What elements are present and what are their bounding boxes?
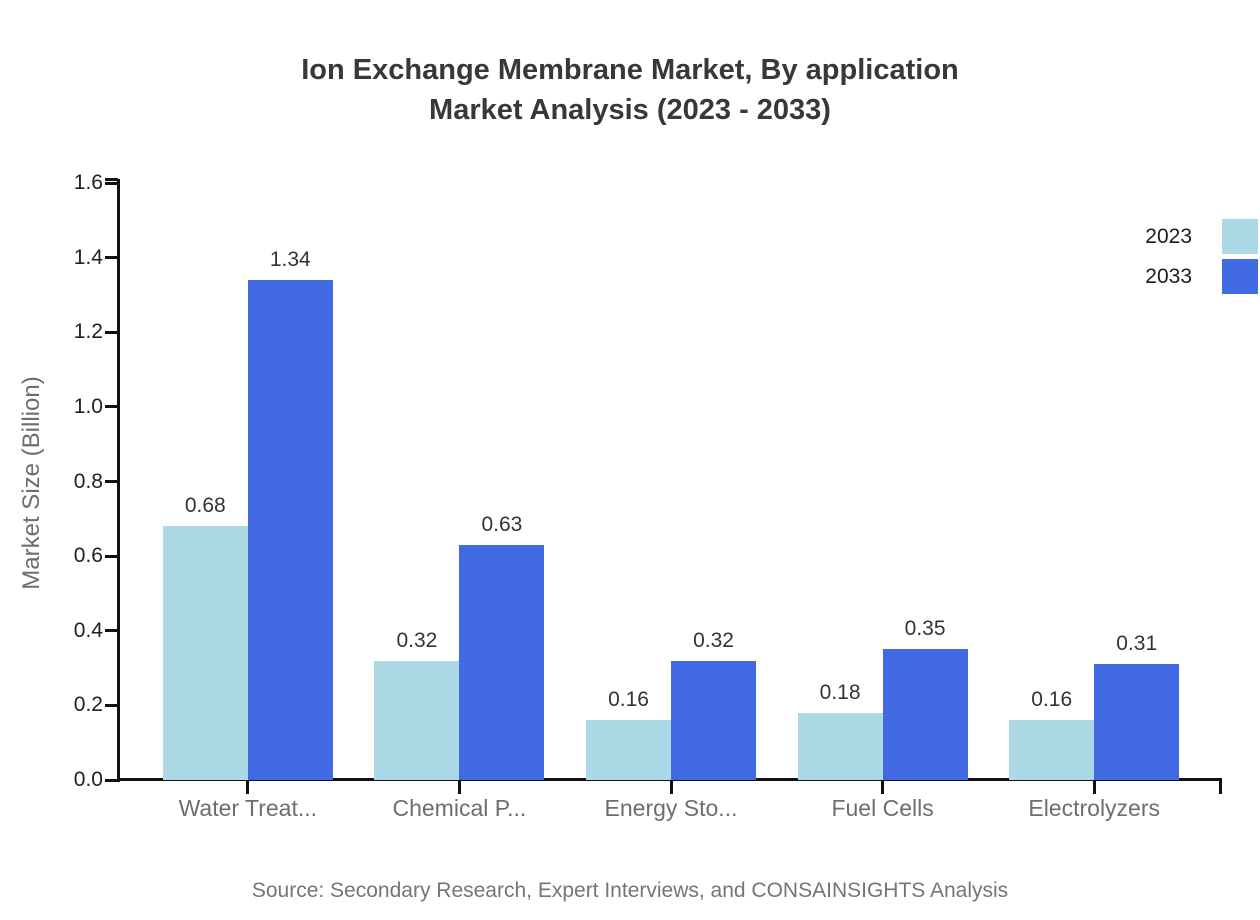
legend-label-2033: 2033 [1145,264,1192,288]
source-attribution: Source: Secondary Research, Expert Inter… [251,879,1009,902]
legend-swatch-2023 [1222,219,1258,254]
y-tick-label: 0.8 [73,469,103,493]
bar-value-label: 0.35 [904,617,946,641]
y-tick [105,703,118,707]
y-tick [105,480,118,483]
bar-value-label: 0.32 [396,628,438,652]
y-tick-label: 0.6 [73,544,103,568]
y-tick-label: 0.0 [73,768,103,791]
legend: 2023 2033 [1145,219,1258,299]
x-tick [1092,781,1096,794]
x-tick [246,781,250,794]
x-category-label: Energy Sto... [604,795,738,821]
bar[interactable] [1009,720,1095,780]
bar-value-label: 0.32 [693,628,734,652]
bar[interactable] [459,544,545,780]
bar-value-label: 0.18 [819,680,861,704]
x-tick [881,781,885,794]
bar-value-label: 0.16 [608,688,649,712]
y-axis-line [117,179,120,782]
bar[interactable] [671,660,756,780]
legend-swatch-2033 [1222,259,1258,294]
x-tick [669,781,673,794]
y-tick-label: 1.6 [73,171,103,194]
legend-label-2023: 2023 [1145,224,1192,248]
bar[interactable] [797,712,883,780]
y-tick-label: 1.2 [73,320,103,344]
y-tick-label: 1.0 [73,394,103,418]
x-category-label: Water Treat... [178,795,318,821]
x-tick [457,781,461,794]
x-category-label: Chemical P... [392,795,527,821]
y-tick [105,405,118,409]
y-tick [105,330,118,334]
y-tick [105,181,118,185]
bar[interactable] [247,280,333,780]
y-tick-label: 0.4 [73,618,103,642]
chart-title: Ion Exchange Membrane Market, By applica… [0,50,1260,130]
bar-value-label: 0.68 [184,494,226,518]
y-tick [105,629,118,633]
bar[interactable] [1094,664,1180,780]
bar-value-label: 0.16 [1031,688,1073,712]
bar[interactable] [586,720,671,780]
chart-title-line2: Market Analysis (2023 - 2033) [429,94,831,126]
bar[interactable] [882,649,968,780]
y-axis-top-cap [105,178,118,181]
y-tick-label: 0.2 [73,693,103,717]
bar-value-label: 0.31 [1116,632,1158,656]
y-tick [105,256,118,260]
bar-value-label: 0.63 [481,512,523,536]
legend-item-2023[interactable]: 2023 [1145,219,1258,254]
chart-title-line1: Ion Exchange Membrane Market, By applica… [301,54,959,86]
bar[interactable] [162,526,248,780]
x-category-label: Electrolyzers [1028,795,1161,821]
x-axis-end-tick [1219,781,1222,794]
legend-item-2033[interactable]: 2033 [1145,259,1258,294]
y-tick [105,554,118,558]
bar[interactable] [374,660,460,780]
y-tick [105,778,118,782]
x-category-label: Fuel Cells [831,795,934,821]
bar-value-label: 1.34 [269,248,311,271]
y-tick-label: 1.4 [73,245,103,269]
